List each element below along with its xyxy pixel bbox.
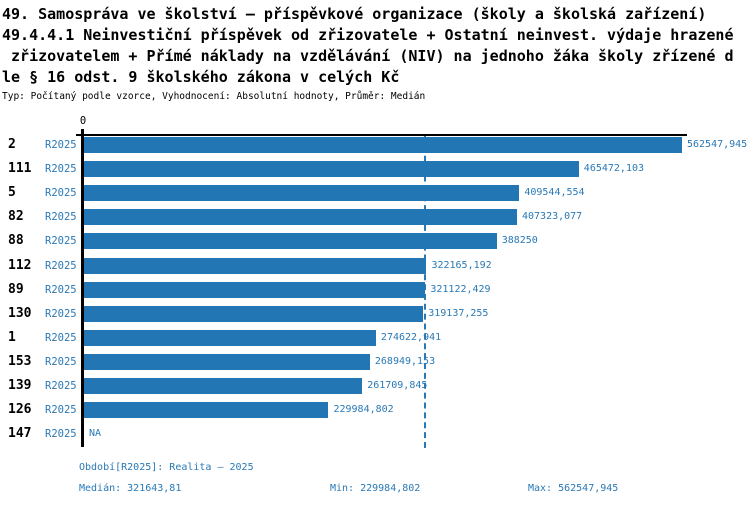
bar-value-label: NA bbox=[89, 428, 102, 440]
row-id-label: 5 bbox=[8, 185, 16, 201]
bar bbox=[84, 209, 517, 226]
bar bbox=[84, 233, 497, 250]
row-period-label: R2025 bbox=[45, 211, 77, 224]
row-id-label: 112 bbox=[8, 257, 32, 273]
chart-subtitle-meta: Typ: Počítaný podle vzorce, Vyhodnocení:… bbox=[2, 91, 426, 102]
row-id-label: 89 bbox=[8, 281, 24, 297]
row-id-label: 153 bbox=[8, 353, 32, 369]
row-id-label: 82 bbox=[8, 209, 24, 225]
bar bbox=[84, 137, 682, 153]
row-id-label: 139 bbox=[8, 378, 32, 393]
bar bbox=[84, 257, 427, 274]
x-axis-zero-tick-label: 0 bbox=[79, 115, 87, 127]
bar bbox=[84, 161, 579, 178]
footer-max-label: Max: 562547,945 bbox=[528, 483, 619, 494]
row-period-label: R2025 bbox=[45, 331, 77, 344]
row-period-label: R2025 bbox=[45, 404, 77, 417]
row-period-label: R2025 bbox=[45, 187, 77, 200]
bar-value-label: 407323,077 bbox=[521, 211, 583, 223]
row-id-label: 130 bbox=[8, 305, 32, 321]
bar bbox=[84, 281, 426, 298]
row-id-label: 126 bbox=[8, 402, 32, 418]
bar bbox=[84, 353, 370, 370]
bar-value-label: 319137,255 bbox=[428, 307, 489, 319]
footer-min-label: Min: 229984,802 bbox=[330, 483, 421, 494]
bar bbox=[84, 378, 363, 394]
title-line-1: 49. Samospráva ve školství – příspěvkové… bbox=[2, 5, 707, 23]
bar-value-label: 229984,802 bbox=[333, 404, 394, 416]
footer-period-label: Období[R2025]: Realita – 2025 bbox=[79, 462, 254, 473]
bar-value-label: 268949,153 bbox=[374, 355, 436, 367]
row-id-label: 2 bbox=[8, 137, 16, 152]
bar-value-label: 322165,192 bbox=[431, 259, 492, 271]
title-line-4: le § 16 odst. 9 školského zákona v celýc… bbox=[2, 68, 400, 86]
row-period-label: R2025 bbox=[45, 259, 77, 272]
bar-value-label: 321122,429 bbox=[430, 283, 491, 295]
row-period-label: R2025 bbox=[45, 355, 77, 368]
bar-value-label: 274622,941 bbox=[380, 331, 442, 343]
row-period-label: R2025 bbox=[45, 163, 77, 176]
bar bbox=[84, 329, 376, 346]
chart-title: 49. Samospráva ve školství – příspěvkové… bbox=[2, 4, 734, 88]
row-id-label: 147 bbox=[8, 426, 32, 442]
bar-value-label: 409544,554 bbox=[524, 187, 585, 199]
bar bbox=[84, 185, 520, 202]
title-line-3: zřizovatelem + Přímé náklady na vzdělává… bbox=[2, 47, 734, 65]
x-axis-line bbox=[76, 134, 687, 136]
row-period-label: R2025 bbox=[45, 235, 77, 248]
row-period-label: R2025 bbox=[45, 380, 77, 392]
bar-value-label: 465472,103 bbox=[583, 163, 645, 175]
y-axis-line bbox=[81, 129, 84, 447]
bar-value-label: 388250 bbox=[501, 235, 538, 247]
row-period-label: R2025 bbox=[45, 428, 77, 441]
bar-value-label: 562547,945 bbox=[687, 139, 748, 150]
bar bbox=[84, 402, 329, 419]
row-period-label: R2025 bbox=[45, 139, 77, 151]
footer-median-label: Medián: 321643,81 bbox=[79, 483, 182, 494]
title-line-2: 49.4.4.1 Neinvestiční příspěvek od zřizo… bbox=[2, 26, 734, 44]
row-period-label: R2025 bbox=[45, 283, 77, 296]
row-id-label: 1 bbox=[8, 329, 16, 345]
row-period-label: R2025 bbox=[45, 307, 77, 320]
row-id-label: 111 bbox=[8, 161, 32, 177]
bar-value-label: 261709,845 bbox=[367, 380, 428, 391]
row-id-label: 88 bbox=[8, 233, 24, 249]
bar bbox=[84, 305, 424, 322]
